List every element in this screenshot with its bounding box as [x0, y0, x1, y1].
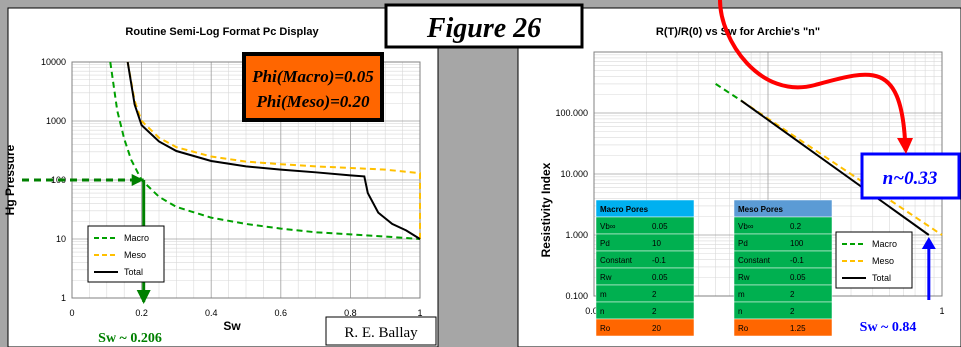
left-y-tick-label: 10000 — [41, 57, 66, 67]
phi-meso-text: Phi(Meso)=0.20 — [255, 92, 370, 111]
red-curve-arrow — [718, 0, 907, 141]
table-row — [595, 284, 695, 303]
right-y-tick-label: 1.000 — [565, 230, 588, 240]
blue-arrow-head — [921, 237, 936, 249]
table-param-value: -0.1 — [652, 256, 666, 265]
left-x-tick-label: 0.6 — [275, 308, 288, 318]
table-param-name: Vb∞ — [738, 222, 754, 231]
table-param-value: 100 — [790, 239, 804, 248]
figure-label-box — [384, 3, 584, 49]
right-chart-title: R(T)/R(0) vs Sw for Archie's "n" — [656, 26, 820, 38]
table-param-name: Pd — [738, 239, 748, 248]
table-param-name: Ro — [600, 324, 611, 333]
left-legend-entry: Total — [124, 267, 143, 277]
table-param-value: 0.2 — [790, 222, 802, 231]
table-header: Macro Pores — [600, 205, 649, 214]
right-series-meso — [740, 99, 943, 236]
table-row — [733, 233, 833, 252]
table-param-value: 0.05 — [652, 222, 668, 231]
left-x-tick-label: 0.2 — [135, 308, 148, 318]
left-x-tick-label: 0.8 — [344, 308, 357, 318]
table-param-name: Constant — [738, 256, 771, 265]
author-box — [325, 316, 437, 346]
table-header: Meso Pores — [738, 205, 783, 214]
right-legend-entry: Meso — [872, 256, 894, 266]
table-param-name: m — [738, 290, 745, 299]
right-x-tick-label: 1 — [939, 306, 944, 316]
table-row — [733, 284, 833, 303]
table-param-name: Ro — [738, 324, 749, 333]
left-series-macro — [109, 61, 421, 240]
table-param-name: m — [600, 290, 607, 299]
table-param-name: Rw — [738, 273, 750, 282]
left-legend-entry: Meso — [124, 250, 146, 260]
left-legend — [87, 225, 165, 283]
table-param-name: Rw — [600, 273, 612, 282]
right-y-tick-label: 100.000 — [555, 108, 588, 118]
table-param-name: n — [600, 307, 604, 316]
table-row — [595, 318, 695, 337]
right-legend-entry: Total — [872, 273, 891, 283]
table-param-value: -0.1 — [790, 256, 804, 265]
table-row — [595, 233, 695, 252]
table-param-value: 20 — [652, 324, 661, 333]
left-chart-title: Routine Semi-Log Format Pc Display — [125, 26, 319, 38]
figure-label: Figure 26 — [426, 13, 541, 44]
sw-right-annotation: Sw ~ 0.84 — [860, 320, 917, 335]
green-arrow-head-right — [131, 174, 144, 186]
sw-left-annotation: Sw ~ 0.206 — [98, 331, 162, 346]
left-y-tick-label: 1000 — [46, 116, 66, 126]
right-y-tick-label: 10.000 — [560, 169, 588, 179]
table-param-value: 2 — [790, 290, 795, 299]
left-x-tick-label: 0.4 — [205, 308, 218, 318]
table-row — [595, 301, 695, 320]
phi-macro-text: Phi(Macro)=0.05 — [251, 67, 374, 86]
table-param-value: 2 — [652, 307, 657, 316]
right-series-total — [740, 99, 930, 236]
left-y-tick-label: 10 — [56, 234, 66, 244]
macro-pores-table: Macro Pores Vb∞ 0.05 Pd 10 Constant -0.1 Rw 0.05… — [595, 199, 695, 337]
table-param-value: 2 — [652, 290, 657, 299]
red-arrow-head — [897, 138, 913, 154]
table-param-value: 0.05 — [652, 273, 668, 282]
table-param-name: Pd — [600, 239, 610, 248]
table-param-value: 1.25 — [790, 324, 806, 333]
left-x-axis-label: Sw — [223, 319, 241, 333]
left-y-axis-label: Hg Pressure — [3, 144, 17, 215]
right-series-macro — [715, 83, 742, 102]
left-y-tick-label: 1 — [61, 293, 66, 303]
right-legend-entry: Macro — [872, 239, 897, 249]
green-arrow-head-down — [136, 290, 151, 304]
table-row — [733, 318, 833, 337]
table-param-name: n — [738, 307, 742, 316]
table-param-name: Constant — [600, 256, 633, 265]
phi-box — [242, 52, 384, 122]
table-param-value: 2 — [790, 307, 795, 316]
author-label: R. E. Ballay — [344, 325, 418, 341]
left-x-tick-label: 1 — [417, 308, 422, 318]
right-y-tick-label: 0.100 — [565, 291, 588, 301]
table-row — [733, 301, 833, 320]
meso-pores-table: Meso Pores Vb∞ 0.2 Pd 100 Constant -0.1 Rw 0.05 m… — [733, 199, 833, 337]
table-param-value: 10 — [652, 239, 661, 248]
left-series-total — [126, 61, 421, 240]
table-param-name: Vb∞ — [600, 222, 616, 231]
right-x-tick-label: 0.01 — [585, 306, 603, 316]
right-y-axis-label: Resistivity Index — [539, 162, 553, 257]
n-annotation: n~0.33 — [883, 168, 938, 189]
left-x-tick-label: 0 — [69, 308, 74, 318]
n-annotation-box — [860, 152, 961, 200]
table-param-value: 0.05 — [790, 273, 806, 282]
left-legend-entry: Macro — [124, 233, 149, 243]
left-series-meso — [126, 61, 421, 239]
